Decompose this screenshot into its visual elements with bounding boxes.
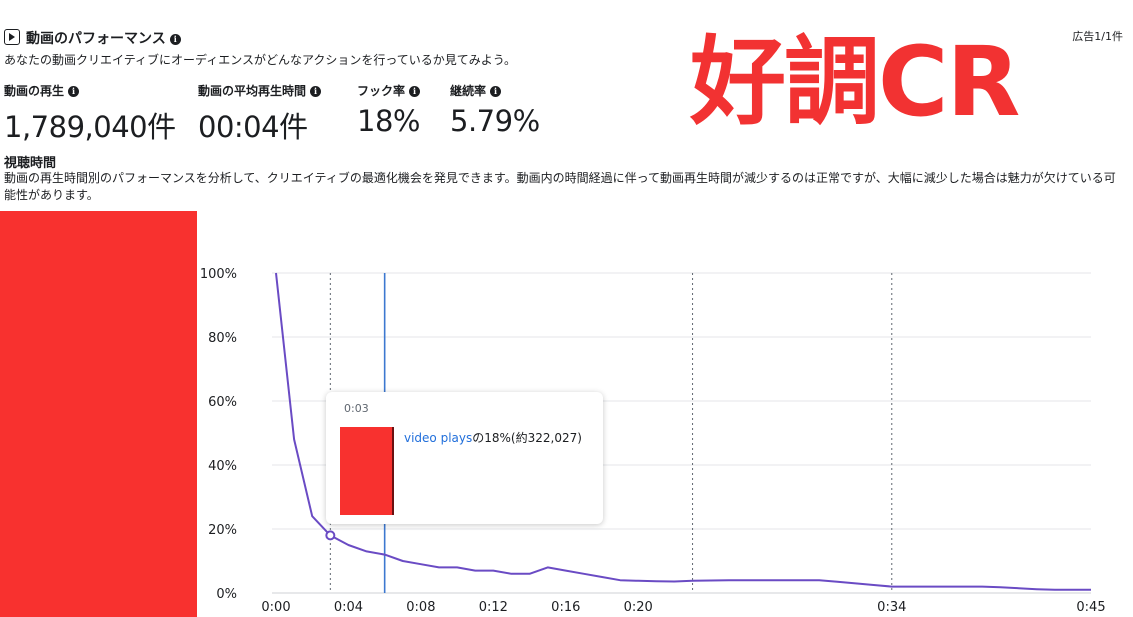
x-tick-label: 0:04 (334, 600, 363, 615)
overlay-caption: 好調CR (690, 26, 1020, 138)
x-tick-label: 0:12 (479, 600, 508, 615)
y-tick-label: 0% (216, 587, 237, 602)
metric-label: 継続率 (450, 84, 487, 98)
tooltip-value: video playsの18%(約322,027) (404, 429, 582, 446)
x-tick-label: 0:00 (261, 600, 290, 615)
section-title: 視聴時間 (4, 156, 57, 171)
x-tick-label: 0:08 (406, 600, 435, 615)
y-axis: 0% 20% 40% 60% 80% 100% (200, 267, 237, 602)
chart-tooltip: 0:03 video playsの18%(約322,027) (326, 392, 603, 524)
metric-avg-watch-time: 動画の平均再生時間 i 00:04件 (198, 82, 322, 146)
y-tick-label: 40% (208, 459, 237, 474)
tooltip-time: 0:03 (344, 402, 369, 415)
chart-series (275, 272, 1091, 591)
info-icon[interactable]: i (310, 86, 322, 97)
y-tick-label: 80% (208, 331, 237, 346)
metric-hook-rate: フック率 i 18% (357, 82, 420, 138)
metric-label: フック率 (357, 84, 406, 98)
section-description: 動画の再生時間別のパフォーマンスを分析して、クリエイティブの最適化機会を発見でき… (4, 171, 1116, 202)
metric-value: 00:04件 (198, 110, 308, 144)
info-icon[interactable]: i (490, 86, 502, 97)
info-icon[interactable]: i (68, 86, 80, 97)
ad-count: 広告1/1件 (1072, 30, 1123, 43)
section-header: 動画のパフォーマンス i (4, 28, 181, 48)
series-line (275, 272, 1091, 591)
x-axis: 0:00 0:04 0:08 0:12 0:16 0:20 0:34 0:45 (261, 600, 1105, 615)
x-tick-label: 0:45 (1076, 600, 1105, 615)
tooltip-value-text: の18%(約322,027) (472, 431, 582, 445)
metric-label: 動画の平均再生時間 (198, 84, 307, 98)
tooltip-series-label: video plays (404, 431, 473, 445)
metric-label: 動画の再生 (4, 84, 65, 98)
x-tick-label: 0:16 (551, 600, 580, 615)
y-tick-label: 100% (200, 267, 237, 282)
video-play-icon (4, 29, 20, 45)
x-tick-label: 0:20 (624, 600, 653, 615)
metric-value: 18% (357, 104, 420, 138)
info-icon[interactable]: i (169, 34, 181, 45)
y-tick-label: 60% (208, 395, 237, 410)
x-tick-label: 0:34 (877, 600, 906, 615)
page-title: 動画のパフォーマンス (26, 31, 166, 47)
page-subtitle: あなたの動画クリエイティブにオーディエンスがどんなアクションを行っているか見てみ… (4, 53, 517, 67)
metric-video-plays: 動画の再生 i 1,789,040件 (4, 82, 176, 146)
redaction-block (0, 211, 197, 617)
metric-retention-rate: 継続率 i 5.79% (450, 82, 540, 138)
info-icon[interactable]: i (409, 86, 421, 97)
metric-value: 1,789,040件 (4, 110, 176, 144)
y-tick-label: 20% (208, 523, 237, 538)
highlight-point (325, 530, 336, 541)
tooltip-thumbnail (340, 427, 394, 515)
metric-value: 5.79% (450, 104, 540, 138)
